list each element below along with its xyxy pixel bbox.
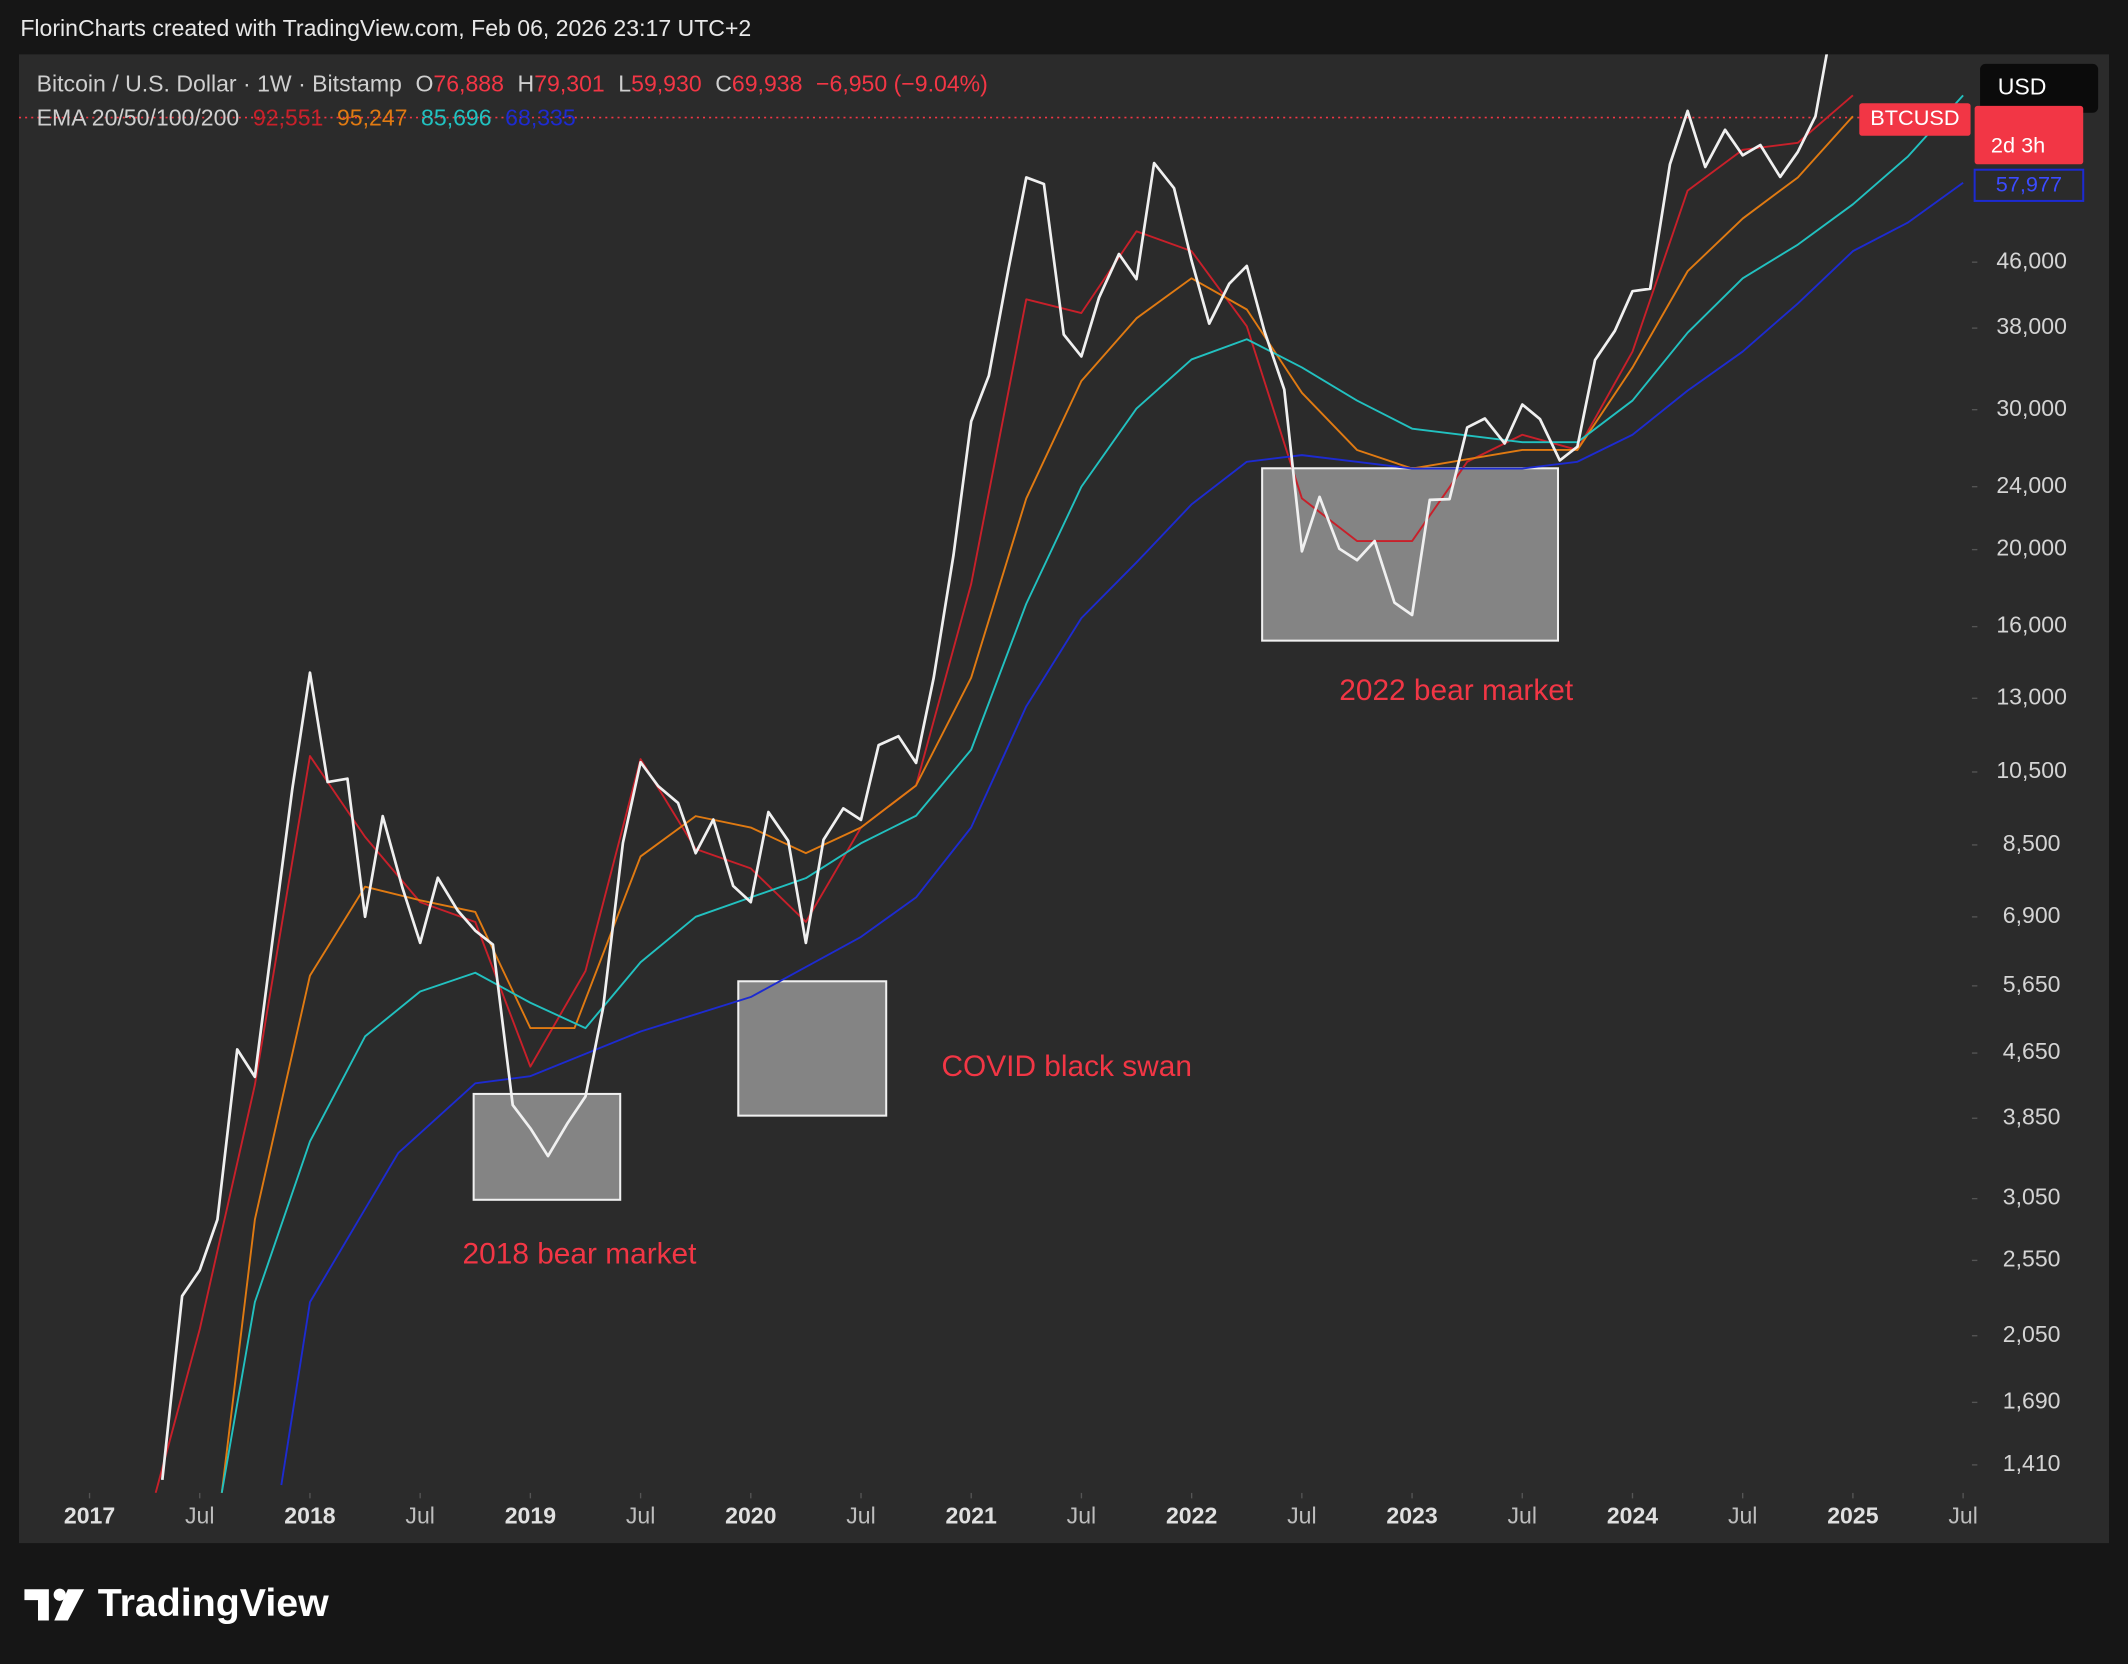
y-tick-label: 46,000	[1996, 247, 2067, 273]
y-tick-label: 10,500	[1996, 757, 2067, 783]
symbol-tag-text: BTCUSD	[1870, 105, 1959, 130]
chart-panel	[19, 54, 2109, 1544]
price-line-series	[160, 54, 1829, 1481]
x-tick-label: Jul	[1728, 1502, 1757, 1528]
y-tick-label: 3,850	[2003, 1103, 2061, 1129]
ema-value: 95,247	[337, 105, 408, 131]
legend-line: Bitcoin / U.S. Dollar · 1W · Bitstamp O76…	[37, 71, 988, 97]
h-value: 79,301	[534, 71, 605, 97]
x-tick-label: 2024	[1607, 1502, 1658, 1528]
currency-button[interactable]	[1980, 63, 2099, 113]
y-tick-label: 5,650	[2003, 971, 2061, 997]
brand: TradingView	[98, 1581, 329, 1625]
annotation-label: 2022 bear market	[1339, 674, 1574, 707]
y-tick-label: 1,690	[2003, 1387, 2061, 1413]
l-label: L	[618, 71, 631, 97]
overlay: Bitcoin / U.S. Dollar · 1W · Bitstamp O76…	[24, 63, 2099, 1625]
annotation-box	[737, 980, 888, 1117]
symbol-tag	[1859, 103, 1971, 136]
y-tick-label: 2,050	[2003, 1321, 2061, 1347]
o-label: O	[415, 71, 433, 97]
ema200-tag	[1973, 168, 2085, 202]
x-tick-label: Jul	[626, 1502, 655, 1528]
y-tick-label: 20,000	[1996, 535, 2067, 561]
logo-dot	[53, 1588, 66, 1601]
ema-value: 85,696	[421, 105, 492, 131]
x-tick-label: Jul	[1067, 1502, 1096, 1528]
symbol: Bitcoin / U.S. Dollar · 1W · Bitstamp	[37, 71, 402, 97]
c-label: C	[715, 71, 732, 97]
ema-legend: EMA 20/50/100/200 92,551 95,247 85,696 68,33…	[37, 105, 576, 131]
y-tick-label: 16,000	[1996, 612, 2067, 638]
x-tick-label: Jul	[405, 1502, 434, 1528]
ema-value: 92,551	[253, 105, 324, 131]
x-tick-label: 2018	[284, 1502, 335, 1528]
y-tick-label: 6,900	[2003, 902, 2061, 928]
change: −6,950 (−9.04%)	[816, 71, 988, 97]
y-tick-label: 13,000	[1996, 683, 2067, 709]
y-tick-label: 30,000	[1996, 395, 2067, 421]
countdown: 2d 3h	[1991, 132, 2045, 157]
x-tick-label: Jul	[846, 1502, 875, 1528]
x-tick-label: Jul	[1948, 1502, 1977, 1528]
header-title: FlorinCharts created with TradingView.co…	[20, 15, 751, 41]
y-tick-label: 2,550	[2003, 1246, 2061, 1272]
annotation-box	[472, 1092, 622, 1201]
annotation-label: COVID black swan	[941, 1050, 1191, 1083]
x-tick-label: 2023	[1386, 1502, 1437, 1528]
x-axis: 2017 Jul 2018 Jul 2019 Jul 2020 Jul 2021 Jul 2022 J…	[64, 1492, 1978, 1528]
y-tick-label: 8,500	[2003, 830, 2061, 856]
c-value: 69,938	[732, 71, 803, 97]
x-tick-label: Jul	[1287, 1502, 1316, 1528]
ema200-tag-text: 57,977	[1996, 172, 2062, 197]
brand-logo	[24, 1588, 85, 1621]
x-tick-label: Jul	[1508, 1502, 1537, 1528]
x-tick-label: 2020	[725, 1502, 776, 1528]
x-tick-label: Jul	[185, 1502, 214, 1528]
currency[interactable]: USD	[1998, 73, 2047, 99]
y-tick-label: 3,050	[2003, 1184, 2061, 1210]
ema-line	[220, 94, 1964, 1493]
o-value: 76,888	[433, 71, 504, 97]
ema-label: EMA 20/50/100/200	[37, 105, 240, 131]
annotation-label: 2018 bear market	[463, 1237, 698, 1270]
ema-value: 68,335	[505, 105, 576, 131]
h-label: H	[518, 71, 535, 97]
x-tick-label: 2017	[64, 1502, 115, 1528]
price-tag	[1974, 105, 2084, 165]
y-tick-label: 24,000	[1996, 472, 2067, 498]
x-tick-label: 2019	[505, 1502, 556, 1528]
x-tick-label: 2021	[946, 1502, 997, 1528]
l-value: 59,930	[631, 71, 702, 97]
x-tick-label: 2022	[1166, 1502, 1217, 1528]
logo-mark	[54, 1589, 85, 1621]
ema-line	[280, 181, 1964, 1486]
logo-mark	[24, 1589, 49, 1621]
x-tick-label: 2025	[1827, 1502, 1878, 1528]
y-tick-label: 4,650	[2003, 1038, 2061, 1064]
y-tick-label: 38,000	[1996, 313, 2067, 339]
plot	[19, 54, 1972, 1493]
y-tick-label: 1,410	[2003, 1450, 2061, 1476]
